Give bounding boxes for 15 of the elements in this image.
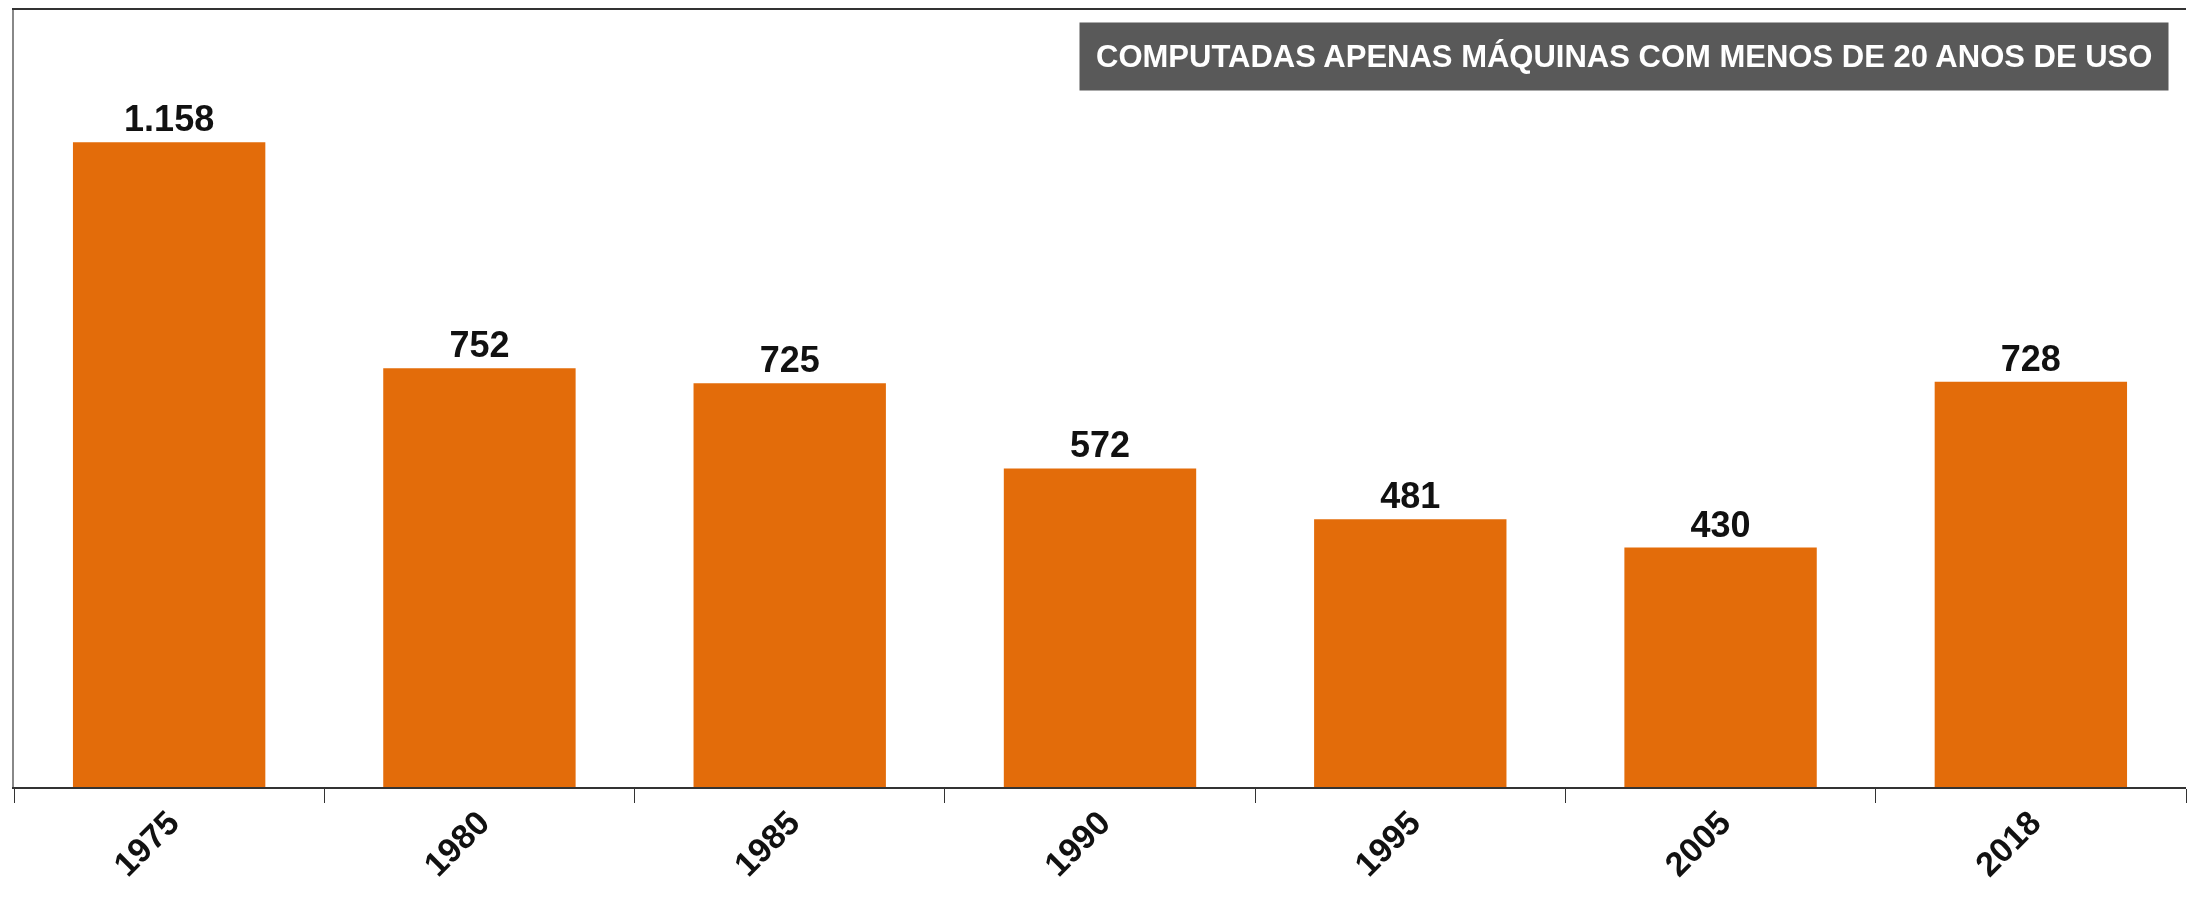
data-label: 430	[1690, 503, 1751, 545]
bar	[1624, 547, 1817, 787]
bar	[1934, 381, 2128, 787]
bar	[693, 383, 886, 787]
bar	[383, 368, 576, 787]
data-label: 481	[1380, 475, 1441, 517]
data-label: 1.158	[124, 98, 215, 140]
bar	[1314, 519, 1507, 787]
bar	[72, 142, 266, 787]
data-label: 572	[1069, 424, 1131, 466]
data-label: 752	[449, 324, 510, 366]
data-label: 728	[2000, 337, 2061, 379]
bar	[1003, 468, 1197, 787]
text: COMPUTADAS APENAS MÁQUINAS COM MENOS DE 20 ANOS DE USO	[1096, 39, 2153, 74]
data-label: 725	[759, 339, 820, 381]
